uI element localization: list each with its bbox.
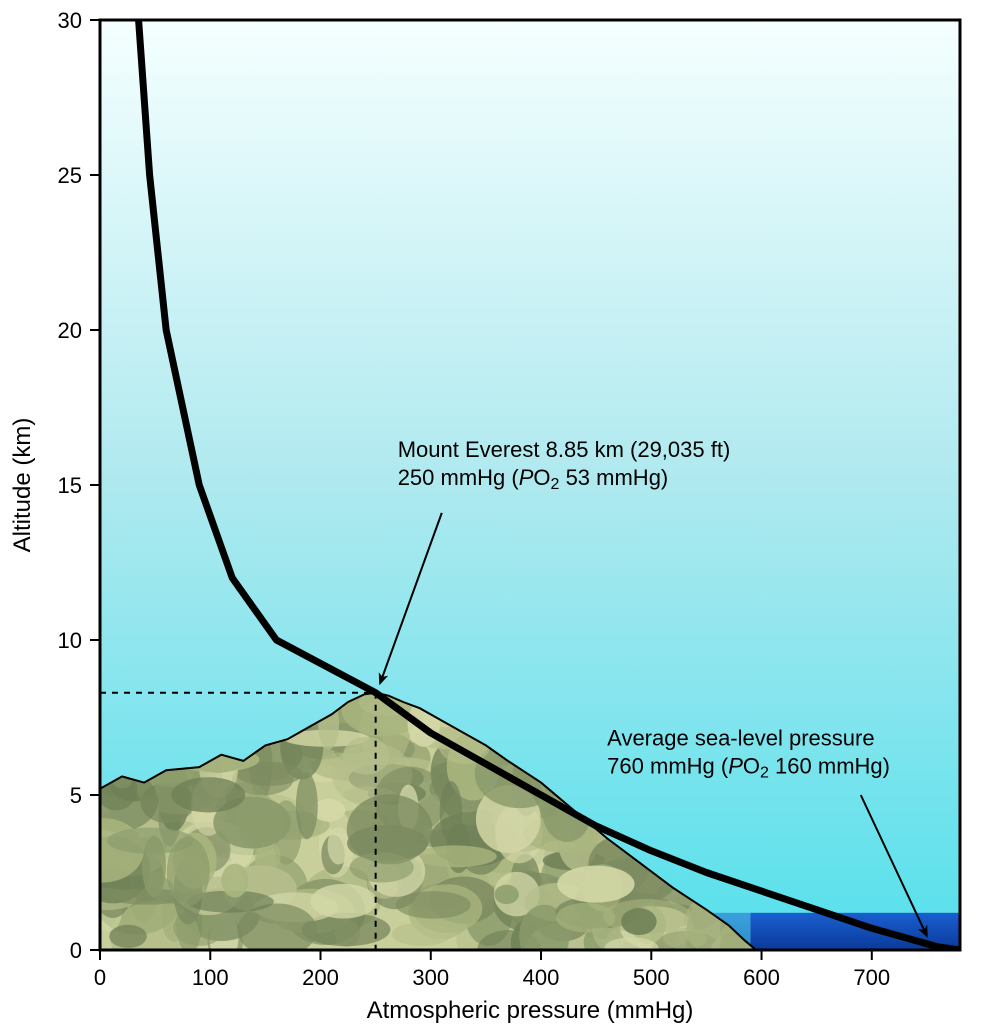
xtick-label: 0 [94,965,106,990]
everest-annotation-line2: 250 mmHg (PO2 53 mmHg) [398,465,669,493]
sealevel-annotation-line1: Average sea-level pressure [607,725,874,750]
ytick-label: 10 [58,628,82,653]
ytick-label: 5 [70,783,82,808]
sealevel-annotation-line2: 760 mmHg (PO2 160 mmHg) [607,753,890,781]
ytick-label: 20 [58,318,82,343]
ytick-label: 25 [58,163,82,188]
xtick-label: 700 [853,965,890,990]
ytick-label: 0 [70,938,82,963]
xtick-label: 100 [192,965,229,990]
xtick-label: 600 [743,965,780,990]
y-axis-label: Altitude (km) [9,418,36,553]
everest-annotation-line1: Mount Everest 8.85 km (29,035 ft) [398,437,731,462]
xtick-label: 200 [302,965,339,990]
xtick-label: 400 [523,965,560,990]
xtick-label: 500 [633,965,670,990]
ytick-label: 30 [58,8,82,33]
ytick-label: 15 [58,473,82,498]
xtick-label: 300 [412,965,449,990]
pressure-altitude-chart: Mount Everest 8.85 km (29,035 ft) 250 mmH… [0,0,986,1024]
x-axis-label: Atmospheric pressure (mmHg) [367,997,694,1024]
